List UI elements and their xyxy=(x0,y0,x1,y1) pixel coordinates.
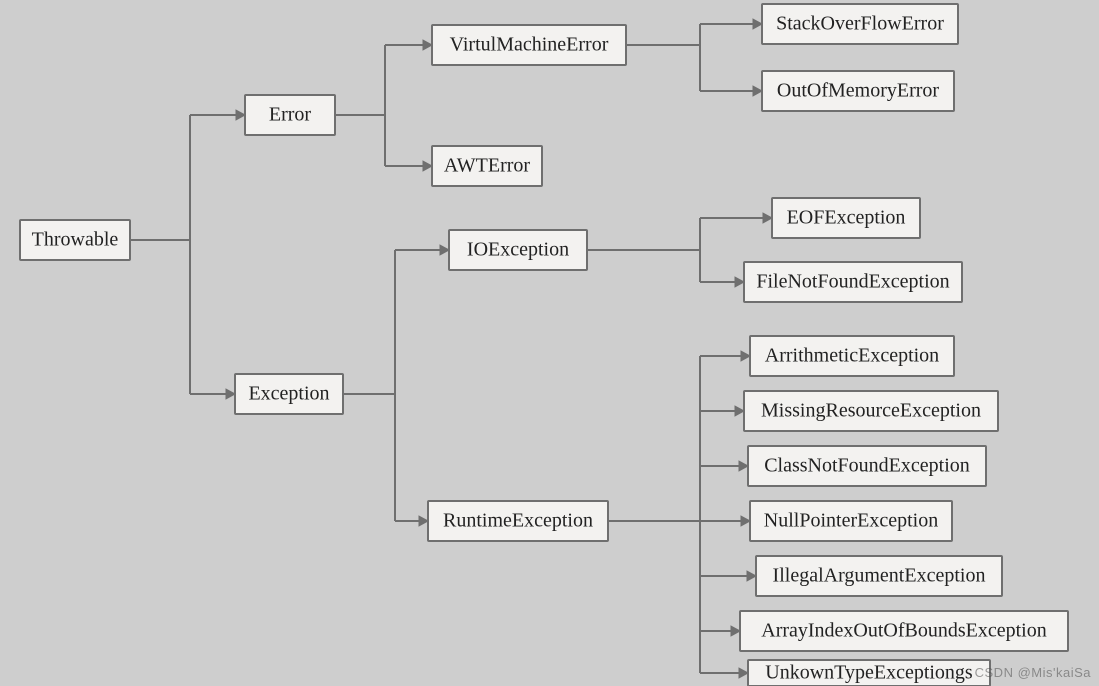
node-ute: UnkownTypeExceptiongs xyxy=(748,660,990,686)
node-label: EOFException xyxy=(787,207,906,229)
arrowhead-icon xyxy=(753,19,762,29)
node-label: FileNotFoundException xyxy=(756,271,949,293)
arrowhead-icon xyxy=(423,161,432,171)
node-label: VirtulMachineError xyxy=(450,34,609,56)
arrowhead-icon xyxy=(741,516,750,526)
arrowhead-icon xyxy=(753,86,762,96)
arrowhead-icon xyxy=(226,389,235,399)
node-iae: IllegalArgumentException xyxy=(756,556,1002,596)
arrowhead-icon xyxy=(739,668,748,678)
edges-layer xyxy=(130,19,772,678)
arrowhead-icon xyxy=(747,571,756,581)
exception-hierarchy-diagram: Throwable Error Exception VirtulMachineErro… xyxy=(0,0,1099,686)
node-label: AWTError xyxy=(444,155,530,177)
node-sof: StackOverFlowError xyxy=(762,4,958,44)
node-label: RuntimeException xyxy=(443,510,593,532)
node-arith: ArrithmeticException xyxy=(750,336,954,376)
arrowhead-icon xyxy=(739,461,748,471)
node-label: Exception xyxy=(248,383,329,405)
node-label: MissingResourceException xyxy=(761,400,981,422)
node-label: ClassNotFoundException xyxy=(764,455,970,477)
node-label: Throwable xyxy=(32,229,119,251)
node-label: IllegalArgumentException xyxy=(773,565,986,587)
node-label: UnkownTypeExceptiongs xyxy=(765,662,973,684)
node-label: NullPointerException xyxy=(764,510,938,532)
node-label: IOException xyxy=(467,239,569,261)
node-fnf: FileNotFoundException xyxy=(744,262,962,302)
node-missres: MissingResourceException xyxy=(744,391,998,431)
node-throwable: Throwable xyxy=(20,220,130,260)
node-label: Error xyxy=(269,104,312,126)
node-npe: NullPointerException xyxy=(750,501,952,541)
arrowhead-icon xyxy=(741,351,750,361)
node-label: ArrayIndexOutOfBoundsException xyxy=(761,620,1047,642)
arrowhead-icon xyxy=(423,40,432,50)
node-eof: EOFException xyxy=(772,198,920,238)
node-ioex: IOException xyxy=(449,230,587,270)
watermark-text: CSDN @Mis'kaiSa xyxy=(975,665,1091,680)
arrowhead-icon xyxy=(735,406,744,416)
node-cnf: ClassNotFoundException xyxy=(748,446,986,486)
arrowhead-icon xyxy=(731,626,740,636)
arrowhead-icon xyxy=(419,516,428,526)
node-label: OutOfMemoryError xyxy=(777,80,940,102)
arrowhead-icon xyxy=(440,245,449,255)
node-rtex: RuntimeException xyxy=(428,501,608,541)
arrowhead-icon xyxy=(735,277,744,287)
arrowhead-icon xyxy=(236,110,245,120)
node-error: Error xyxy=(245,95,335,135)
node-label: ArrithmeticException xyxy=(765,345,939,367)
node-aioobe: ArrayIndexOutOfBoundsException xyxy=(740,611,1068,651)
node-oom: OutOfMemoryError xyxy=(762,71,954,111)
node-exception: Exception xyxy=(235,374,343,414)
node-vmerror: VirtulMachineError xyxy=(432,25,626,65)
node-awterror: AWTError xyxy=(432,146,542,186)
nodes-layer: Throwable Error Exception VirtulMachineErro… xyxy=(20,4,1068,686)
arrowhead-icon xyxy=(763,213,772,223)
node-label: StackOverFlowError xyxy=(776,13,944,35)
